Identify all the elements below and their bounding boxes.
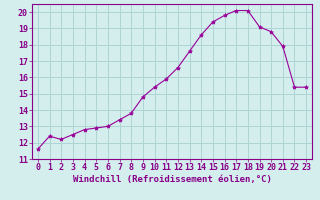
X-axis label: Windchill (Refroidissement éolien,°C): Windchill (Refroidissement éolien,°C) bbox=[73, 175, 271, 184]
